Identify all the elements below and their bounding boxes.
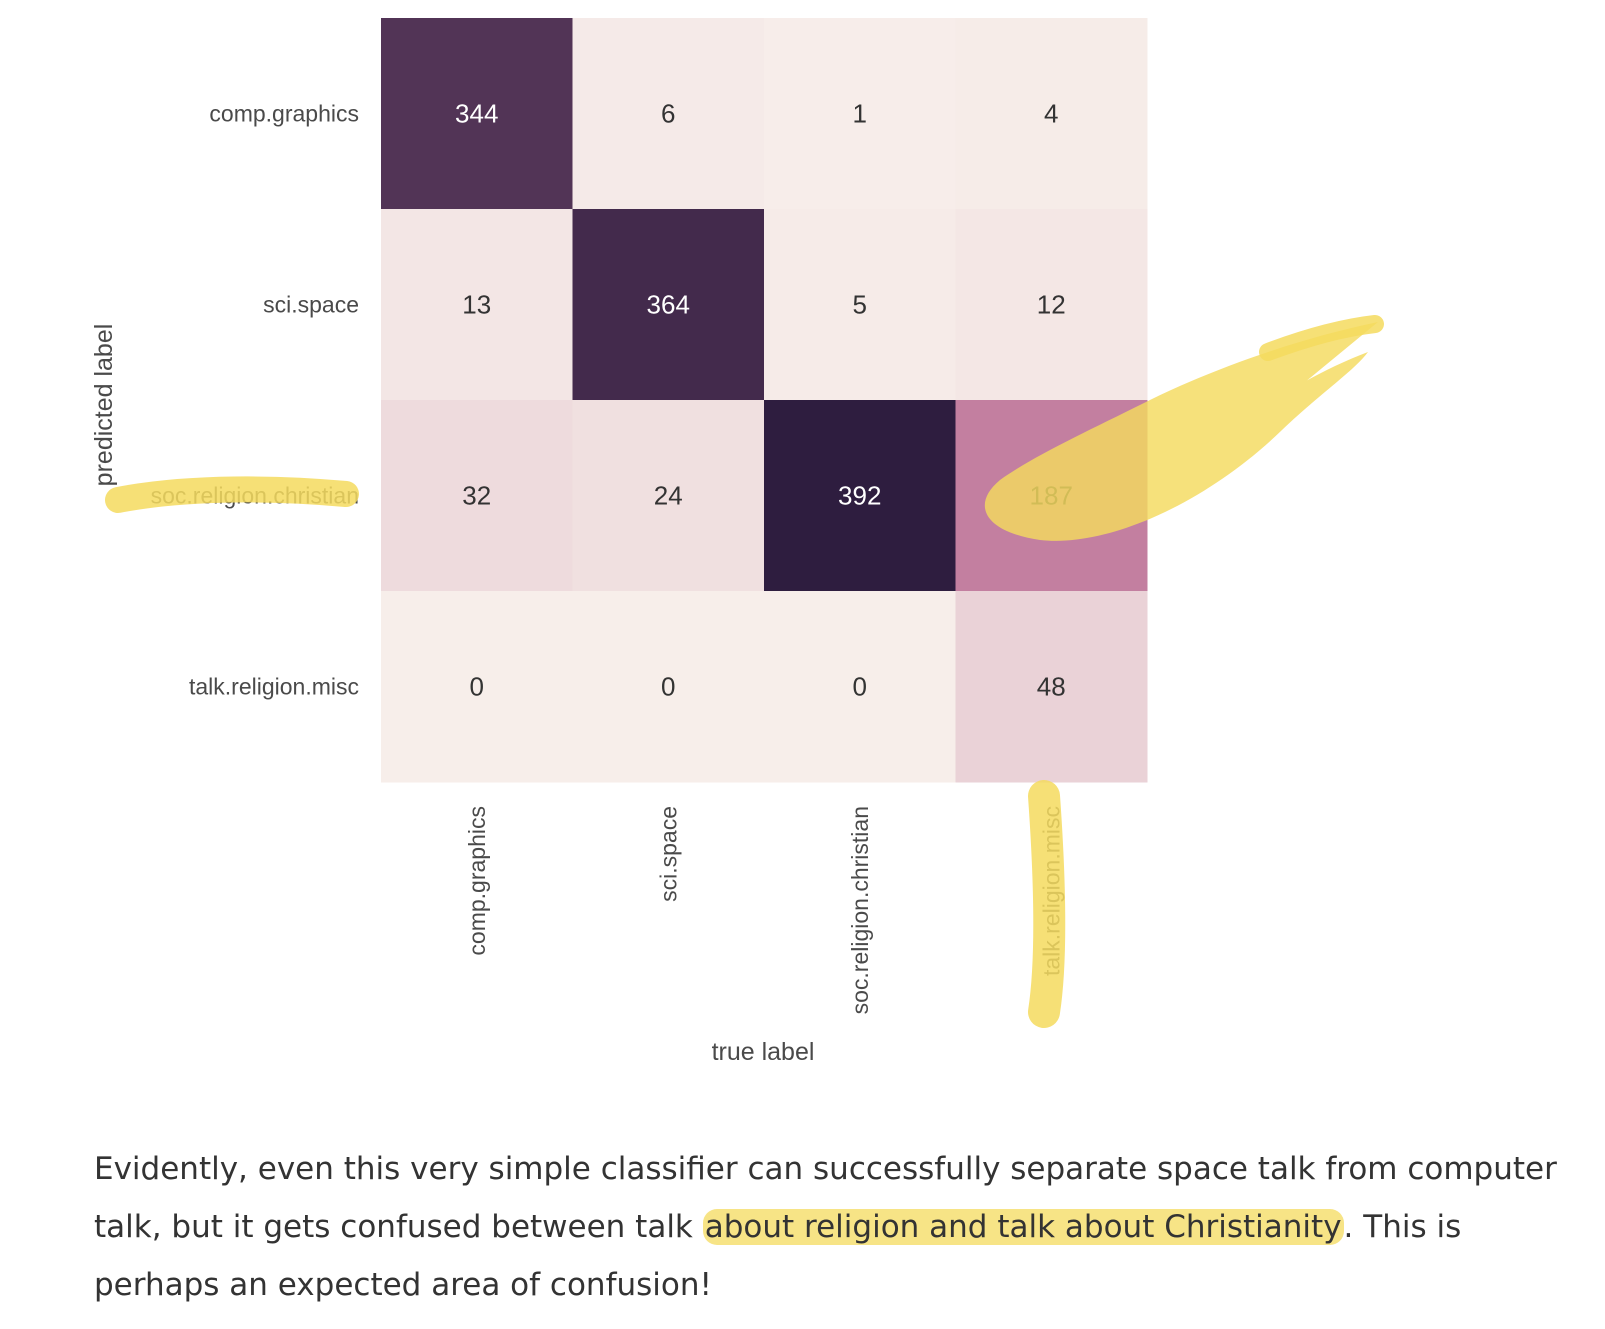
row-tick-label: talk.religion.misc: [189, 674, 359, 700]
cell-value-label: 6: [661, 99, 675, 129]
row-tick-label: sci.space: [263, 292, 359, 318]
heatmap-cell: [572, 209, 765, 401]
scribble-tail-stroke: [1259, 315, 1384, 361]
heatmap-cell: [572, 18, 765, 210]
y-axis-label: predicted label: [90, 324, 118, 487]
heatmap-cell: [381, 18, 573, 210]
cell-highlight-scribble: [984, 322, 1378, 541]
column-tick-label: sci.space: [655, 806, 681, 902]
cell-value-label: 32: [462, 481, 491, 511]
caption-highlight: about religion and talk about Christiani…: [702, 1209, 1344, 1245]
column-tick-labels: comp.graphics sci.space soc.religion.chris…: [464, 806, 1065, 1014]
cell-value-label: 1: [853, 99, 867, 129]
cell-value-label: 0: [470, 672, 484, 702]
cell-value-label: 392: [838, 481, 881, 511]
cell-value-label: 24: [654, 481, 683, 511]
column-tick-label: soc.religion.christian: [847, 806, 873, 1014]
heatmap-cell: [572, 591, 765, 783]
heatmap-cell: [381, 591, 573, 783]
confusion-matrix-heatmap: 34461413364512322439218700048 comp.graph…: [90, 18, 1384, 1066]
column-tick-label: comp.graphics: [464, 806, 490, 956]
heatmap-cell: [764, 18, 956, 210]
row-tick-labels: comp.graphicssci.spacesoc.religion.chris…: [151, 101, 359, 700]
cell-value-label: 0: [853, 672, 867, 702]
heatmap-cell: [764, 591, 956, 783]
caption-text: Evidently, even this very simple classif…: [94, 1151, 1557, 1245]
caption-text-end: . This is perhaps an expected area of co…: [94, 1209, 1462, 1303]
highlighter-marks: [105, 315, 1384, 1028]
cell-value-label: 48: [1037, 672, 1066, 702]
cell-value-label: 13: [462, 290, 491, 320]
cell-value-label: 344: [455, 99, 498, 129]
row-label-highlight: [105, 476, 359, 513]
x-axis-label: true label: [712, 1038, 815, 1066]
cell-value-label: 4: [1044, 99, 1058, 129]
cell-value-label: 0: [661, 672, 675, 702]
heatmap-cell: [955, 18, 1148, 210]
heatmap-cell: [572, 400, 765, 592]
caption-paragraph: Evidently, even this very simple classif…: [94, 1140, 1574, 1314]
row-tick-label: comp.graphics: [209, 101, 359, 127]
heatmap-cell: [381, 209, 573, 401]
heatmap-cell: [764, 400, 956, 592]
heatmap-cell: [381, 400, 573, 592]
cell-value-label: 364: [647, 290, 690, 320]
cell-value-label: 12: [1037, 290, 1066, 320]
heatmap-cell: [955, 209, 1148, 401]
heatmap-cell: [764, 209, 956, 401]
heatmap-cell: [955, 591, 1148, 783]
column-label-highlight: [1028, 780, 1066, 1028]
cell-value-label: 5: [853, 290, 867, 320]
heatmap-cells: 34461413364512322439218700048: [381, 18, 1148, 783]
